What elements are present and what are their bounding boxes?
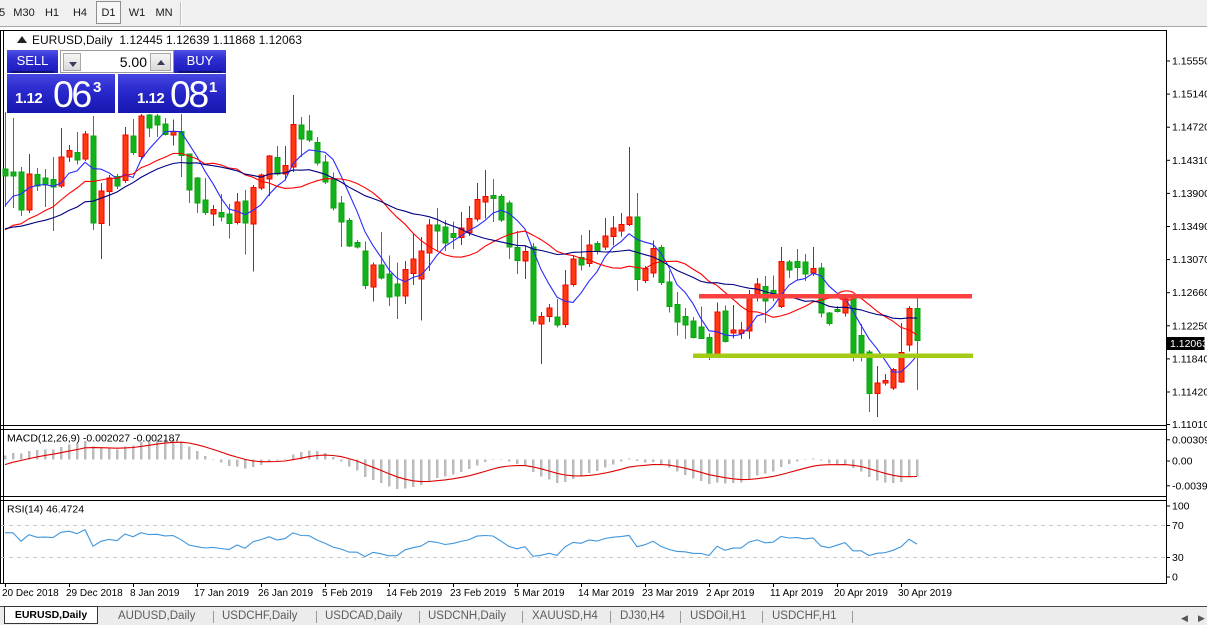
svg-text:1.11010: 1.11010	[1172, 419, 1207, 431]
svg-text:1.12660: 1.12660	[1172, 287, 1207, 299]
svg-text:29 Dec 2018: 29 Dec 2018	[66, 588, 123, 599]
svg-text:70: 70	[1172, 520, 1184, 532]
svg-text:8 Jan 2019: 8 Jan 2019	[130, 588, 180, 599]
svg-text:RSI(14) 46.4724: RSI(14) 46.4724	[7, 504, 84, 516]
svg-text:1.11840: 1.11840	[1172, 353, 1207, 365]
svg-text:0.003095: 0.003095	[1172, 434, 1207, 446]
svg-text:-0.003947: -0.003947	[1172, 480, 1207, 492]
svg-text:2 Apr 2019: 2 Apr 2019	[706, 588, 755, 599]
svg-text:MACD(12,26,9) -0.002027 -0.002: MACD(12,26,9) -0.002027 -0.002187	[7, 433, 181, 445]
svg-text:30: 30	[1172, 552, 1184, 564]
svg-text:1.13070: 1.13070	[1172, 254, 1207, 266]
svg-text:1.12250: 1.12250	[1172, 320, 1207, 332]
svg-text:23 Mar 2019: 23 Mar 2019	[642, 588, 699, 599]
svg-text:0: 0	[1172, 572, 1178, 584]
svg-text:5 Feb 2019: 5 Feb 2019	[322, 588, 373, 599]
svg-text:5 Mar 2019: 5 Mar 2019	[514, 588, 565, 599]
svg-text:1.13900: 1.13900	[1172, 188, 1207, 200]
svg-text:0.00: 0.00	[1172, 456, 1193, 468]
svg-text:14 Mar 2019: 14 Mar 2019	[578, 588, 635, 599]
svg-text:1.14720: 1.14720	[1172, 122, 1207, 134]
svg-text:11 Apr 2019: 11 Apr 2019	[770, 588, 824, 599]
svg-text:1.12063: 1.12063	[1170, 338, 1207, 350]
svg-text:1.13490: 1.13490	[1172, 221, 1207, 233]
svg-text:20 Apr 2019: 20 Apr 2019	[834, 588, 888, 599]
svg-text:26 Jan 2019: 26 Jan 2019	[258, 588, 313, 599]
svg-text:1.15550: 1.15550	[1172, 56, 1207, 68]
svg-text:1.15140: 1.15140	[1172, 89, 1207, 101]
svg-text:100: 100	[1172, 501, 1190, 513]
svg-text:1.14310: 1.14310	[1172, 155, 1207, 167]
svg-text:23 Feb 2019: 23 Feb 2019	[450, 588, 507, 599]
svg-text:17 Jan 2019: 17 Jan 2019	[194, 588, 249, 599]
svg-text:1.11420: 1.11420	[1172, 387, 1207, 399]
svg-text:20 Dec 2018: 20 Dec 2018	[2, 588, 59, 599]
svg-text:30 Apr 2019: 30 Apr 2019	[898, 588, 952, 599]
svg-text:14 Feb 2019: 14 Feb 2019	[386, 588, 443, 599]
